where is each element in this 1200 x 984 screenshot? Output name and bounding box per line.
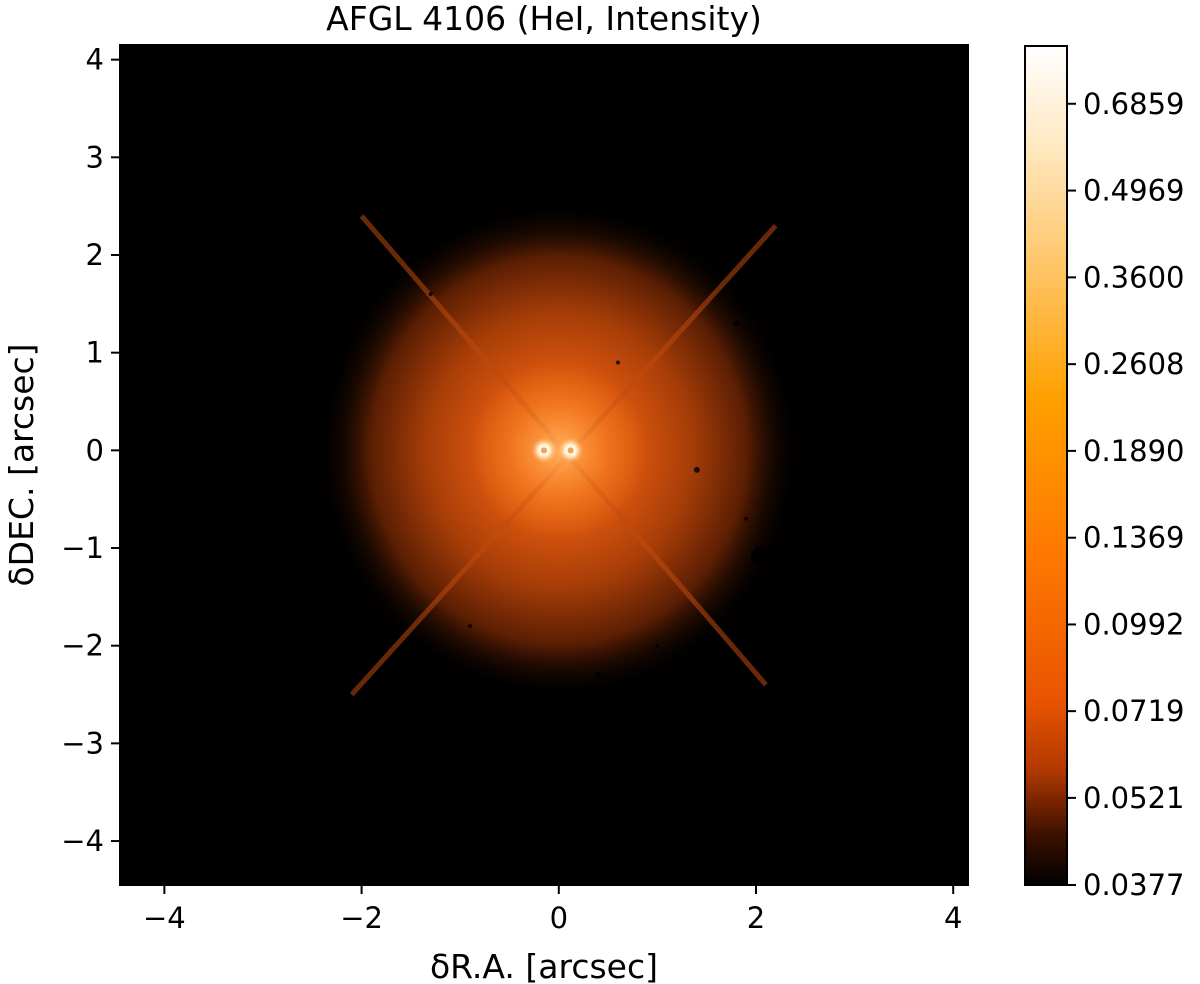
speckle — [576, 213, 581, 218]
speckle — [693, 466, 700, 473]
colorbar-tick-label: 0.6859 — [1083, 87, 1184, 121]
y-axis-label: δDEC. [arcsec] — [2, 343, 41, 586]
plot-area — [120, 45, 968, 885]
y-tick-label: 4 — [86, 43, 104, 77]
x-tick-label: 0 — [550, 901, 568, 935]
speckle — [744, 516, 749, 521]
speckle — [595, 672, 602, 678]
x-axis-label: δR.A. [arcsec] — [430, 947, 658, 984]
colorbar-tick-label: 0.1369 — [1083, 521, 1184, 555]
y-tick-label: 1 — [86, 336, 104, 370]
speckle — [615, 360, 620, 365]
plot-frame — [119, 44, 969, 886]
y-tick-label: −1 — [61, 531, 104, 565]
speckles — [339, 213, 771, 736]
colorbar-tick-label: 0.2608 — [1083, 347, 1184, 381]
x-axis: −4 −2 0 2 4 — [143, 885, 962, 935]
y-axis: −4 −3 −2 −1 0 1 2 3 4 — [61, 43, 120, 858]
colorbar — [1024, 45, 1068, 886]
y-tick-label: 3 — [86, 140, 104, 174]
colorbar-tick-label: 0.4969 — [1083, 174, 1184, 208]
x-tick-label: −2 — [340, 901, 383, 935]
colorbar-tick-label: 0.3600 — [1083, 260, 1184, 294]
colorbar-tick-label: 0.0377 — [1083, 868, 1184, 902]
speckle — [733, 320, 740, 327]
x-tick-label: −4 — [143, 901, 186, 935]
y-tick-label: −2 — [61, 629, 104, 663]
speckle — [468, 624, 473, 629]
source-point — [567, 447, 574, 454]
colorbar-axis: 0.0377 0.0521 0.0719 0.0992 0.1369 0.1890 0.26… — [1067, 87, 1184, 902]
source-point — [541, 447, 547, 454]
y-tick-label: −3 — [61, 726, 104, 760]
x-tick-label: 4 — [944, 901, 962, 935]
x-tick-label: 2 — [747, 901, 765, 935]
speckle — [339, 370, 344, 375]
speckle — [750, 545, 771, 566]
y-tick-label: 0 — [86, 433, 104, 467]
y-tick-label: 2 — [86, 238, 104, 272]
colorbar-tick-label: 0.0992 — [1083, 607, 1184, 641]
colorbar-tick-label: 0.0719 — [1083, 694, 1184, 728]
colorbar-tick-label: 0.0521 — [1083, 781, 1184, 815]
speckle — [517, 731, 522, 736]
source-markers — [531, 437, 584, 464]
speckle — [655, 643, 660, 648]
colorbar-tick-label: 0.1890 — [1083, 434, 1184, 468]
speckle — [428, 292, 433, 297]
y-tick-label: −4 — [61, 824, 104, 858]
chart-title: AFGL 4106 (HeI, Intensity) — [326, 0, 762, 38]
